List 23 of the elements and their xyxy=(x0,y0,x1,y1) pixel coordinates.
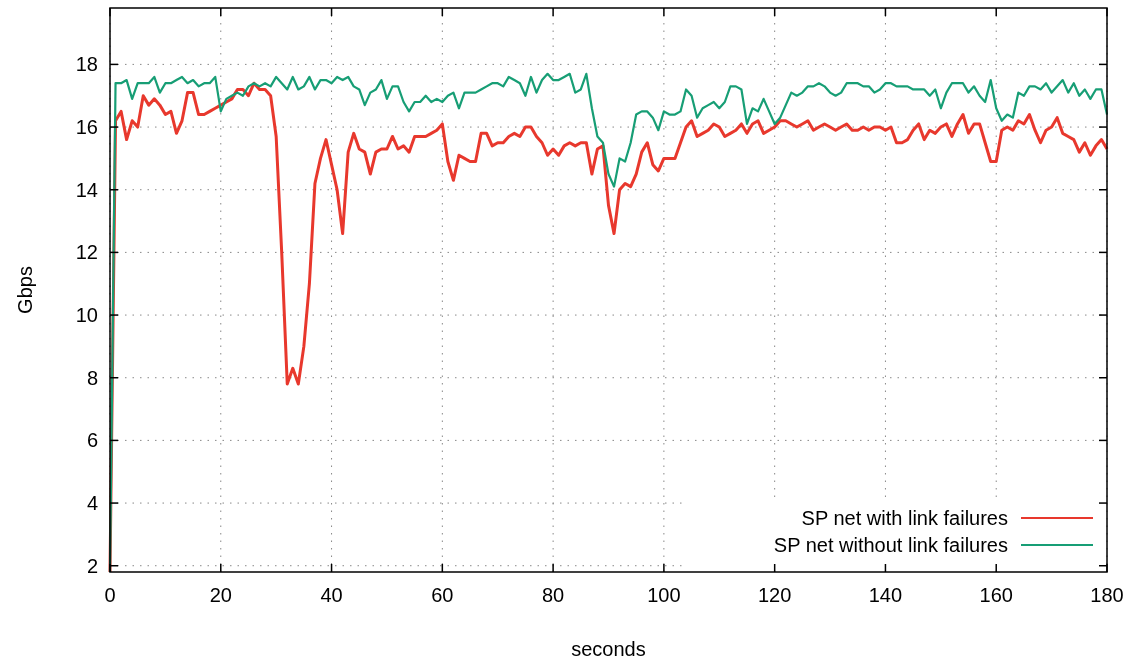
y-tick-label: 8 xyxy=(86,366,98,389)
x-tick-label: 80 xyxy=(541,584,565,606)
x-tick-label: 20 xyxy=(209,584,232,606)
x-tick-label: 0 xyxy=(104,584,116,606)
x-tick-label: 60 xyxy=(431,584,454,606)
x-tick-label: 140 xyxy=(868,584,903,606)
y-tick-label: 14 xyxy=(75,178,98,201)
x-tick-label: 120 xyxy=(757,584,792,606)
y-tick-label: 16 xyxy=(75,116,98,139)
y-tick-label: 2 xyxy=(86,554,98,577)
y-tick-label: 4 xyxy=(86,492,98,515)
legend-label: SP net without link failures xyxy=(773,534,1008,556)
x-tick-label: 40 xyxy=(320,584,343,606)
y-tick-label: 12 xyxy=(75,241,98,264)
x-tick-label: 180 xyxy=(1090,584,1124,606)
x-tick-label: 100 xyxy=(647,584,681,606)
y-tick-label: 18 xyxy=(75,53,98,76)
y-axis-title: Gbps xyxy=(14,266,36,314)
y-tick-label: 6 xyxy=(86,429,98,452)
legend-label: SP net with link failures xyxy=(801,507,1008,529)
x-axis-title: seconds xyxy=(571,638,646,660)
y-tick-label: 10 xyxy=(75,304,98,327)
x-tick-label: 160 xyxy=(979,584,1013,606)
